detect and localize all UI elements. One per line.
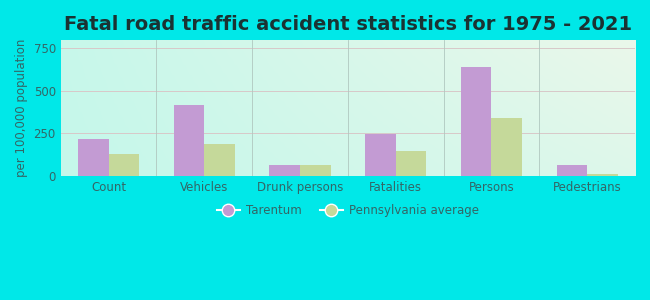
Bar — [109, 154, 139, 176]
Bar — [174, 104, 204, 176]
Bar — [204, 144, 235, 176]
Legend: Tarentum, Pennsylvania average: Tarentum, Pennsylvania average — [212, 200, 484, 222]
Bar — [300, 165, 331, 176]
Bar — [269, 165, 300, 176]
Bar — [587, 174, 618, 176]
Bar — [78, 139, 109, 176]
Bar — [491, 118, 522, 176]
Bar — [461, 67, 491, 176]
Bar — [365, 134, 396, 176]
Bar — [396, 152, 426, 176]
Y-axis label: per 100,000 population: per 100,000 population — [15, 39, 28, 177]
Title: Fatal road traffic accident statistics for 1975 - 2021: Fatal road traffic accident statistics f… — [64, 15, 632, 34]
Bar — [556, 165, 587, 176]
